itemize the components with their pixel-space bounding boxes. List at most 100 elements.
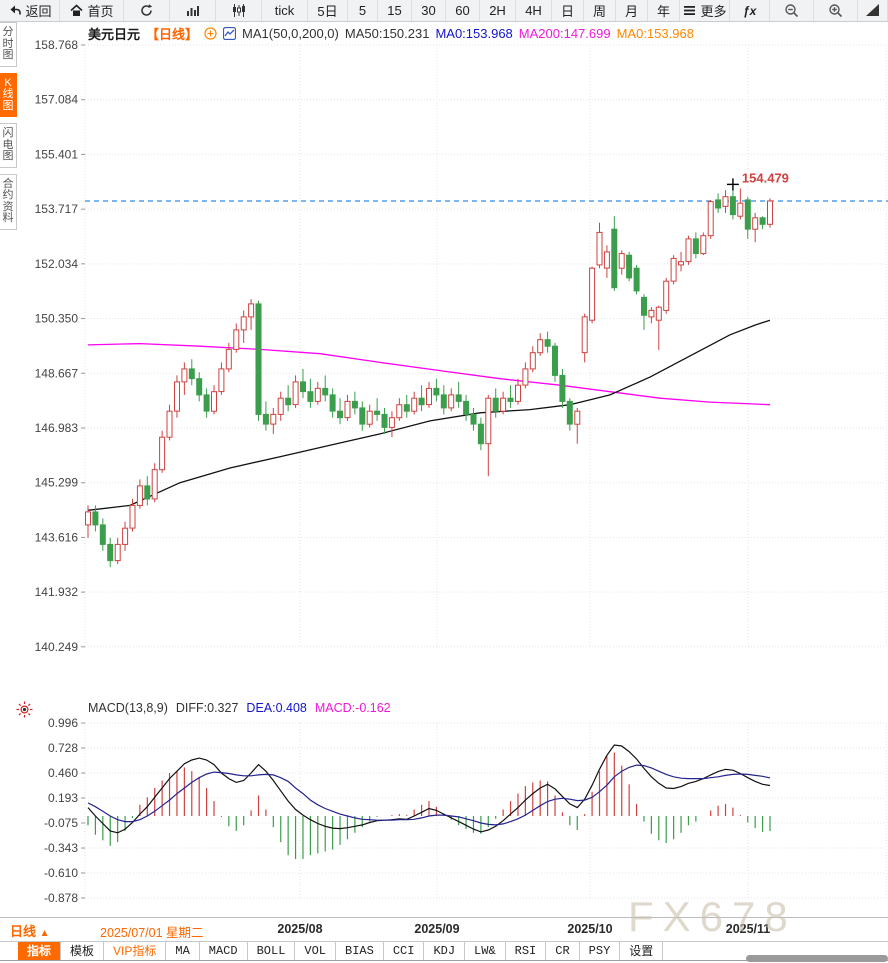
month-label: 2025/11 bbox=[725, 922, 771, 936]
candlestick-icon bbox=[233, 4, 245, 17]
tab-VOL[interactable]: VOL bbox=[295, 942, 337, 960]
svg-text:153.717: 153.717 bbox=[35, 202, 79, 216]
interval-30m[interactable]: 30 bbox=[412, 0, 446, 21]
tab-设置[interactable]: 设置 bbox=[620, 942, 664, 960]
svg-text:0.728: 0.728 bbox=[48, 741, 78, 755]
macd-hist-value: MACD:-0.162 bbox=[314, 701, 391, 715]
period-selector[interactable]: 日线 ▲ bbox=[10, 921, 50, 940]
svg-text:0.996: 0.996 bbox=[48, 716, 78, 730]
svg-text:-0.610: -0.610 bbox=[44, 866, 78, 880]
svg-text:146.983: 146.983 bbox=[35, 421, 79, 435]
tab-模板[interactable]: 模板 bbox=[61, 942, 105, 960]
svg-text:-0.343: -0.343 bbox=[44, 841, 78, 855]
top-toolbar: 返回 首页 tick 5日 5 15 30 60 2H 4H 日 周 月 年 更多 ƒx bbox=[0, 0, 888, 22]
interval-60m[interactable]: 60 bbox=[446, 0, 480, 21]
indicator-settings-icon[interactable] bbox=[16, 701, 33, 718]
interval-5d-label: 5日 bbox=[317, 4, 338, 19]
zoom-in-button[interactable] bbox=[814, 0, 858, 21]
interval-week-label: 周 bbox=[592, 4, 606, 19]
svg-text:158.768: 158.768 bbox=[35, 38, 79, 52]
interval-30m-label: 30 bbox=[421, 3, 436, 18]
tab-RSI[interactable]: RSI bbox=[505, 942, 547, 960]
macd-layer bbox=[87, 744, 771, 859]
interval-5m[interactable]: 5 bbox=[348, 0, 378, 21]
sidebar-item-3[interactable]: 合约资料 bbox=[0, 173, 17, 230]
scrollbar-thumb[interactable] bbox=[746, 955, 888, 962]
interval-4h[interactable]: 4H bbox=[516, 0, 552, 21]
corner-tool-icon bbox=[866, 4, 879, 16]
refresh-button[interactable] bbox=[124, 0, 170, 21]
sidebar-item-2[interactable]: 闪电图 bbox=[0, 123, 17, 168]
zoom-out-button[interactable] bbox=[770, 0, 814, 21]
macd-dea-value: DEA:0.408 bbox=[246, 701, 307, 715]
candles-layer: 154.479 bbox=[85, 170, 888, 568]
tab-指标[interactable]: 指标 bbox=[18, 942, 62, 960]
tab-VIP指标[interactable]: VIP指标 bbox=[104, 942, 167, 960]
bar-chart-button[interactable] bbox=[170, 0, 216, 21]
symbol-name: 美元日元 bbox=[88, 27, 141, 42]
interval-15m[interactable]: 15 bbox=[378, 0, 412, 21]
tab-KDJ[interactable]: KDJ bbox=[424, 942, 466, 960]
svg-text:-0.075: -0.075 bbox=[44, 816, 78, 830]
month-label: 2025/09 bbox=[414, 922, 460, 936]
tab-CR[interactable]: CR bbox=[546, 942, 580, 960]
tab-CCI[interactable]: CCI bbox=[383, 942, 425, 960]
zoom-in-icon bbox=[829, 4, 843, 18]
sidebar-item-0[interactable]: 分时图 bbox=[0, 22, 17, 67]
month-label: 2025/08 bbox=[277, 922, 323, 936]
tab-MA[interactable]: MA bbox=[166, 942, 200, 960]
ma50-line bbox=[87, 319, 771, 511]
interval-month[interactable]: 月 bbox=[616, 0, 648, 21]
interval-year-label: 年 bbox=[656, 4, 670, 19]
ma-params: MA1(50,0,200,0) bbox=[242, 26, 339, 41]
svg-text:-0.878: -0.878 bbox=[44, 891, 78, 905]
home-icon bbox=[70, 4, 84, 16]
candlestick-button[interactable] bbox=[216, 0, 262, 21]
interval-tick[interactable]: tick bbox=[262, 0, 308, 21]
tab-BOLL[interactable]: BOLL bbox=[247, 942, 296, 960]
tab-PSY[interactable]: PSY bbox=[579, 942, 621, 960]
sidebar-item-1[interactable]: K线图 bbox=[0, 72, 17, 117]
xaxis-row: 日线 ▲ 2025/07/01 星期二 2025/08 2025/09 2025/1… bbox=[0, 917, 888, 941]
high-price-label: 154.479 bbox=[742, 170, 789, 185]
interval-2h[interactable]: 2H bbox=[480, 0, 516, 21]
interval-5m-label: 5 bbox=[358, 3, 367, 18]
corner-tool-button[interactable] bbox=[858, 0, 888, 21]
bar-chart-icon bbox=[187, 6, 199, 16]
add-indicator-icon[interactable] bbox=[204, 27, 217, 40]
macd-params: MACD(13,8,9) bbox=[88, 701, 168, 715]
indicator-tabs: 指标 模板 VIP指标 MA MACD BOLL VOL BIAS CCI KDJ LW& RSI CR… bbox=[0, 941, 888, 961]
ma-settings-icon[interactable] bbox=[223, 27, 237, 40]
tab-LW&[interactable]: LW& bbox=[465, 942, 506, 960]
fx-indicator-button[interactable]: ƒx bbox=[730, 0, 770, 21]
interval-day-label: 日 bbox=[560, 4, 574, 19]
period-tag: 【日线】 bbox=[146, 27, 199, 42]
interval-year[interactable]: 年 bbox=[648, 0, 680, 21]
svg-text:143.616: 143.616 bbox=[35, 530, 79, 544]
cursor-date-label: 2025/07/01 星期二 bbox=[100, 926, 204, 940]
more-button[interactable]: 更多 bbox=[680, 0, 730, 21]
ma0-open-value: MA0:153.968 bbox=[616, 26, 694, 41]
fx-icon: ƒx bbox=[743, 4, 757, 18]
interval-5d[interactable]: 5日 bbox=[308, 0, 348, 21]
chart-header: 美元日元 【日线】 MA1(50,0,200,0) MA50:150.231 M… bbox=[88, 24, 694, 43]
home-button[interactable]: 首页 bbox=[60, 0, 124, 21]
svg-text:148.667: 148.667 bbox=[35, 366, 79, 380]
interval-week[interactable]: 周 bbox=[584, 0, 616, 21]
interval-tick-label: tick bbox=[274, 3, 295, 18]
svg-text:141.932: 141.932 bbox=[35, 585, 79, 599]
interval-4h-label: 4H bbox=[525, 3, 542, 18]
diff-line bbox=[87, 744, 771, 834]
home-button-label: 首页 bbox=[87, 4, 114, 19]
gridlines bbox=[81, 44, 887, 899]
tab-BIAS[interactable]: BIAS bbox=[336, 942, 384, 960]
more-button-label: 更多 bbox=[700, 4, 727, 19]
refresh-icon bbox=[141, 4, 153, 16]
interval-day[interactable]: 日 bbox=[552, 0, 584, 21]
tab-MACD[interactable]: MACD bbox=[199, 942, 248, 960]
back-button[interactable]: 返回 bbox=[0, 0, 60, 21]
svg-text:140.249: 140.249 bbox=[35, 640, 79, 654]
macd-header: MACD(13,8,9) DIFF:0.327 DEA:0.408 MACD:-… bbox=[88, 701, 391, 715]
